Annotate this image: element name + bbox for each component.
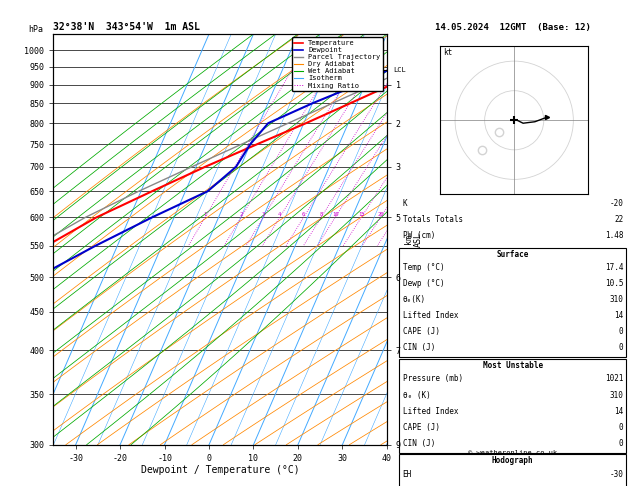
Text: 15: 15 xyxy=(358,212,365,217)
Text: CIN (J): CIN (J) xyxy=(403,344,435,352)
Text: 17.4: 17.4 xyxy=(605,263,623,272)
Text: CIN (J): CIN (J) xyxy=(403,439,435,448)
Text: -20: -20 xyxy=(610,199,623,208)
Text: K: K xyxy=(403,199,407,208)
Text: 3: 3 xyxy=(262,212,265,217)
Text: 10: 10 xyxy=(332,212,338,217)
Text: CAPE (J): CAPE (J) xyxy=(403,328,440,336)
Text: 2: 2 xyxy=(239,212,243,217)
Text: Lifted Index: Lifted Index xyxy=(403,312,458,320)
Text: θₑ (K): θₑ (K) xyxy=(403,391,430,399)
X-axis label: Dewpoint / Temperature (°C): Dewpoint / Temperature (°C) xyxy=(141,466,299,475)
Text: Most Unstable: Most Unstable xyxy=(482,361,543,370)
Text: CAPE (J): CAPE (J) xyxy=(403,423,440,432)
Text: 10.5: 10.5 xyxy=(605,279,623,288)
Text: θₑ(K): θₑ(K) xyxy=(403,295,426,304)
Text: 20: 20 xyxy=(377,212,384,217)
Text: Temp (°C): Temp (°C) xyxy=(403,263,444,272)
Text: 310: 310 xyxy=(610,295,623,304)
Text: 1.48: 1.48 xyxy=(605,231,623,240)
Text: 14.05.2024  12GMT  (Base: 12): 14.05.2024 12GMT (Base: 12) xyxy=(435,22,591,32)
Text: 14: 14 xyxy=(614,407,623,416)
Text: 0: 0 xyxy=(619,439,623,448)
Text: Pressure (mb): Pressure (mb) xyxy=(403,375,463,383)
Text: EH: EH xyxy=(403,470,412,479)
Text: PW (cm): PW (cm) xyxy=(403,231,435,240)
Text: 14: 14 xyxy=(614,312,623,320)
Text: 1: 1 xyxy=(203,212,206,217)
Text: Hodograph: Hodograph xyxy=(492,456,533,465)
Legend: Temperature, Dewpoint, Parcel Trajectory, Dry Adiabat, Wet Adiabat, Isotherm, Mi: Temperature, Dewpoint, Parcel Trajectory… xyxy=(292,37,383,91)
Text: Dewp (°C): Dewp (°C) xyxy=(403,279,444,288)
Text: 0: 0 xyxy=(619,328,623,336)
Text: 0: 0 xyxy=(619,344,623,352)
Text: kt: kt xyxy=(443,48,452,57)
Text: 1021: 1021 xyxy=(605,375,623,383)
Text: 6: 6 xyxy=(302,212,305,217)
Text: 4: 4 xyxy=(278,212,281,217)
Text: 22: 22 xyxy=(614,215,623,224)
Text: 8: 8 xyxy=(320,212,323,217)
Text: LCL: LCL xyxy=(394,67,406,73)
Text: hPa: hPa xyxy=(28,25,43,34)
Text: 0: 0 xyxy=(619,423,623,432)
Text: 310: 310 xyxy=(610,391,623,399)
Text: Totals Totals: Totals Totals xyxy=(403,215,463,224)
Text: © weatheronline.co.uk: © weatheronline.co.uk xyxy=(468,450,557,455)
Text: -30: -30 xyxy=(610,470,623,479)
Text: Surface: Surface xyxy=(496,250,529,259)
Text: 32°38'N  343°54'W  1m ASL: 32°38'N 343°54'W 1m ASL xyxy=(53,21,201,32)
Text: Lifted Index: Lifted Index xyxy=(403,407,458,416)
Y-axis label: km
ASL: km ASL xyxy=(404,232,423,247)
